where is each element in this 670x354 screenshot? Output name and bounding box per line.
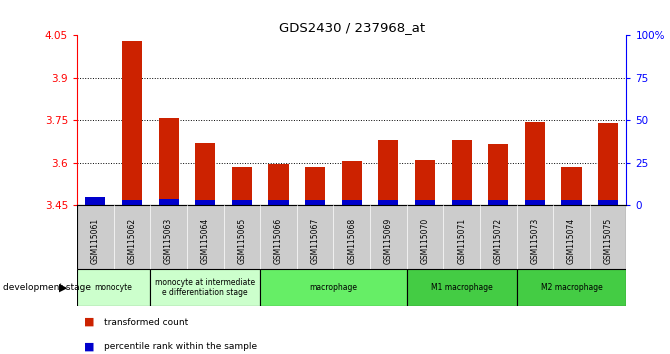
Text: GSM115074: GSM115074 xyxy=(567,218,576,264)
Bar xyxy=(379,200,399,205)
Bar xyxy=(517,269,626,306)
Bar xyxy=(342,200,362,205)
Bar xyxy=(415,200,435,205)
Text: GSM115068: GSM115068 xyxy=(347,218,356,264)
Bar xyxy=(195,143,215,205)
Bar xyxy=(232,200,252,205)
Bar xyxy=(525,122,545,205)
Bar xyxy=(525,200,545,205)
Bar xyxy=(488,200,509,205)
Bar xyxy=(379,140,399,205)
Bar xyxy=(195,200,215,205)
Text: GSM115070: GSM115070 xyxy=(421,218,429,264)
Bar xyxy=(232,167,252,205)
Bar xyxy=(122,200,142,205)
Text: M2 macrophage: M2 macrophage xyxy=(541,283,602,292)
Bar xyxy=(85,204,105,205)
Text: GSM115066: GSM115066 xyxy=(274,218,283,264)
Text: GSM115069: GSM115069 xyxy=(384,218,393,264)
Text: percentile rank within the sample: percentile rank within the sample xyxy=(104,342,257,352)
Text: GSM115075: GSM115075 xyxy=(604,218,612,264)
Text: ▶: ▶ xyxy=(60,282,68,293)
Bar xyxy=(305,200,325,205)
Text: monocyte at intermediate
e differentiation stage: monocyte at intermediate e differentiati… xyxy=(155,278,255,297)
Text: GSM115067: GSM115067 xyxy=(311,218,320,264)
Text: macrophage: macrophage xyxy=(310,283,357,292)
Text: monocyte: monocyte xyxy=(94,283,133,292)
Text: ■: ■ xyxy=(84,317,94,327)
Bar xyxy=(561,167,582,205)
Bar xyxy=(561,200,582,205)
Bar xyxy=(305,167,325,205)
Bar xyxy=(77,269,150,306)
Text: M1 macrophage: M1 macrophage xyxy=(431,283,492,292)
Bar xyxy=(452,200,472,205)
Text: development stage: development stage xyxy=(3,283,91,292)
Text: GSM115072: GSM115072 xyxy=(494,218,502,264)
Bar xyxy=(407,269,517,306)
Text: GSM115071: GSM115071 xyxy=(457,218,466,264)
Bar xyxy=(159,118,179,205)
Bar xyxy=(260,269,407,306)
Text: ■: ■ xyxy=(84,342,94,352)
Title: GDS2430 / 237968_at: GDS2430 / 237968_at xyxy=(279,21,425,34)
Text: GSM115073: GSM115073 xyxy=(531,218,539,264)
Text: GSM115065: GSM115065 xyxy=(237,218,247,264)
Bar xyxy=(85,197,105,205)
Bar xyxy=(598,200,618,205)
Text: GSM115061: GSM115061 xyxy=(91,218,100,264)
Text: GSM115063: GSM115063 xyxy=(164,218,173,264)
Text: GSM115064: GSM115064 xyxy=(201,218,210,264)
Text: GSM115062: GSM115062 xyxy=(127,218,137,264)
Bar xyxy=(488,144,509,205)
Bar xyxy=(452,140,472,205)
Bar xyxy=(150,269,260,306)
Text: transformed count: transformed count xyxy=(104,318,188,327)
Bar xyxy=(598,123,618,205)
Bar xyxy=(269,164,289,205)
Bar xyxy=(269,200,289,205)
Bar xyxy=(415,160,435,205)
Bar xyxy=(159,199,179,205)
Bar xyxy=(342,161,362,205)
Bar xyxy=(122,41,142,205)
